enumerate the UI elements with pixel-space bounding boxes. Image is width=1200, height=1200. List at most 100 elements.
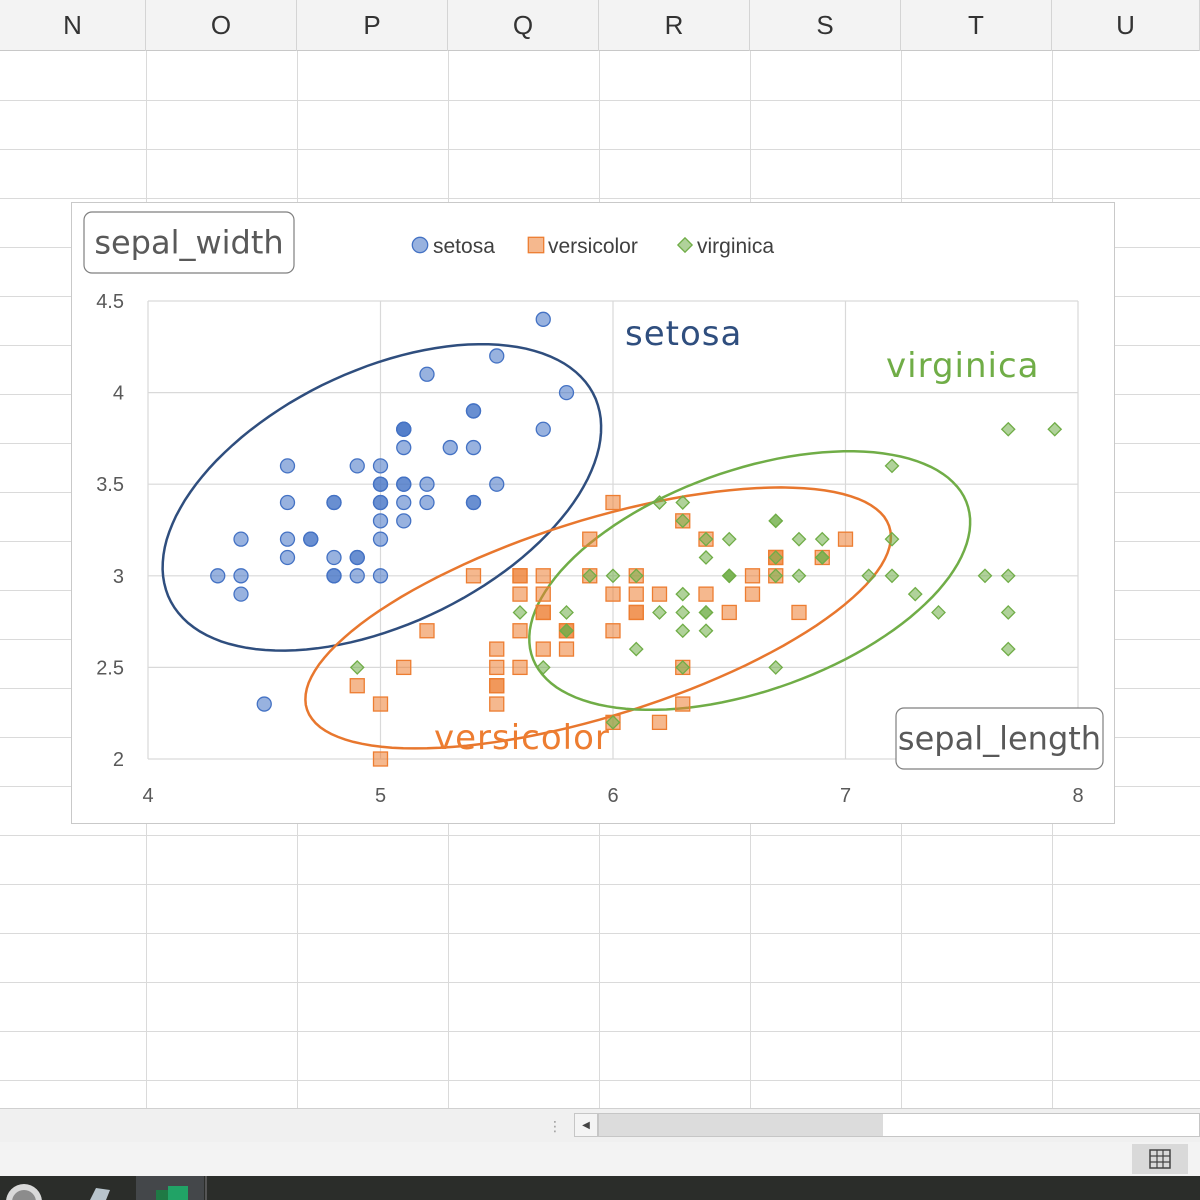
versicolor-point[interactable] — [837, 531, 854, 547]
setosa-point[interactable] — [419, 494, 435, 511]
setosa-point[interactable] — [465, 403, 482, 419]
setosa-point[interactable] — [535, 421, 551, 437]
setosa-point[interactable] — [279, 494, 296, 511]
setosa-point[interactable] — [279, 458, 296, 474]
virginica-point[interactable] — [628, 568, 644, 584]
versicolor-ellipse[interactable] — [304, 486, 893, 750]
virginica-point[interactable] — [814, 531, 830, 547]
column-header-r[interactable]: R — [599, 0, 750, 51]
setosa-point[interactable] — [396, 513, 412, 529]
virginica-point[interactable] — [768, 550, 784, 565]
versicolor-point[interactable] — [628, 586, 644, 602]
virginica-point[interactable] — [1000, 641, 1016, 657]
virginica-point[interactable] — [698, 550, 714, 565]
browser-icon[interactable] — [4, 1176, 44, 1200]
virginica-point[interactable] — [675, 513, 691, 529]
versicolor-point[interactable] — [465, 568, 482, 584]
virginica-point[interactable] — [349, 659, 365, 675]
versicolor-point[interactable] — [489, 659, 505, 676]
virginica-point[interactable] — [559, 623, 574, 639]
setosa-point[interactable] — [279, 549, 296, 566]
legend-item-virginica[interactable]: virginica — [676, 235, 774, 258]
versicolor-point[interactable] — [396, 659, 412, 676]
virginica-point[interactable] — [768, 513, 784, 529]
column-header-s[interactable]: S — [750, 0, 901, 51]
legend-marker-setosa[interactable] — [411, 236, 429, 254]
versicolor-point[interactable] — [721, 604, 737, 621]
versicolor-point[interactable] — [605, 494, 621, 511]
versicolor-point[interactable] — [535, 641, 551, 657]
setosa-point[interactable] — [419, 366, 435, 382]
versicolor-point[interactable] — [512, 623, 528, 639]
virginica-point[interactable] — [698, 531, 714, 547]
legend-item-setosa[interactable]: setosa — [411, 235, 495, 258]
column-header-t[interactable]: T — [901, 0, 1052, 51]
setosa-point[interactable] — [349, 549, 365, 566]
column-header-q[interactable]: Q — [448, 0, 599, 51]
legend-marker-versicolor[interactable] — [527, 236, 545, 254]
virginica-point[interactable] — [977, 568, 993, 584]
versicolor-point[interactable] — [512, 568, 528, 584]
virginica-point[interactable] — [861, 568, 877, 584]
versicolor-point[interactable] — [512, 586, 528, 602]
setosa-point[interactable] — [419, 476, 435, 492]
setosa-point[interactable] — [256, 696, 272, 712]
versicolor-point[interactable] — [535, 604, 551, 621]
virginica-series[interactable] — [349, 421, 1063, 730]
versicolor-point[interactable] — [372, 696, 389, 712]
column-header-n[interactable]: N — [0, 0, 146, 51]
versicolor-point[interactable] — [512, 659, 528, 676]
setosa-point[interactable] — [349, 458, 365, 474]
virginica-point[interactable] — [1000, 605, 1016, 620]
virginica-point[interactable] — [768, 568, 784, 584]
setosa-point[interactable] — [349, 568, 365, 584]
virginica-point[interactable] — [884, 458, 900, 474]
setosa-point[interactable] — [396, 439, 412, 456]
versicolor-point[interactable] — [489, 678, 505, 694]
virginica-point[interactable] — [884, 568, 900, 584]
chart-area[interactable]: 4 5 6 7 8 2 2.5 3 3.5 4 4.5 sepal_width sepal_length… — [71, 202, 1115, 824]
virginica-point[interactable] — [721, 531, 737, 547]
legend-marker-virginica[interactable] — [676, 236, 694, 254]
versicolor-point[interactable] — [744, 586, 761, 602]
setosa-point[interactable] — [303, 531, 319, 547]
virginica-point[interactable] — [1000, 568, 1016, 584]
virginica-point[interactable] — [931, 605, 946, 620]
virginica-point[interactable] — [675, 495, 691, 510]
virginica-point[interactable] — [1047, 421, 1063, 437]
versicolor-point[interactable] — [698, 586, 714, 602]
versicolor-point[interactable] — [744, 568, 761, 584]
notes-app-icon[interactable] — [78, 1176, 118, 1200]
y-axis-title-box[interactable] — [83, 211, 295, 274]
setosa-point[interactable] — [210, 568, 226, 584]
setosa-point[interactable] — [558, 384, 575, 401]
versicolor-point[interactable] — [349, 678, 365, 694]
setosa-point[interactable] — [372, 513, 389, 529]
versicolor-point[interactable] — [558, 641, 575, 657]
versicolor-point[interactable] — [675, 696, 691, 712]
versicolor-point[interactable] — [628, 604, 644, 621]
virginica-point[interactable] — [907, 586, 923, 602]
versicolor-point[interactable] — [651, 586, 668, 602]
versicolor-point[interactable] — [489, 641, 505, 657]
virginica-point[interactable] — [791, 568, 807, 584]
column-header-p[interactable]: P — [297, 0, 448, 51]
split-grip-icon[interactable]: ⋮ — [548, 1118, 562, 1134]
setosa-point[interactable] — [372, 568, 389, 584]
virginica-point[interactable] — [628, 641, 644, 657]
setosa-point[interactable] — [372, 458, 389, 474]
setosa-point[interactable] — [465, 439, 482, 456]
virginica-point[interactable] — [791, 531, 807, 547]
virginica-point[interactable] — [675, 659, 691, 675]
virginica-point[interactable] — [535, 659, 551, 675]
setosa-point[interactable] — [326, 549, 342, 566]
virginica-point[interactable] — [605, 714, 621, 730]
virginica-point[interactable] — [582, 568, 598, 584]
setosa-point[interactable] — [442, 439, 458, 456]
versicolor-point[interactable] — [489, 696, 505, 712]
legend-item-versicolor[interactable]: versicolor — [527, 235, 638, 258]
setosa-point[interactable] — [233, 531, 249, 547]
setosa-point[interactable] — [489, 476, 505, 492]
virginica-point[interactable] — [1000, 421, 1016, 437]
scatter-chart[interactable]: 4 5 6 7 8 2 2.5 3 3.5 4 4.5 sepal_width sepal_length… — [72, 203, 1116, 825]
